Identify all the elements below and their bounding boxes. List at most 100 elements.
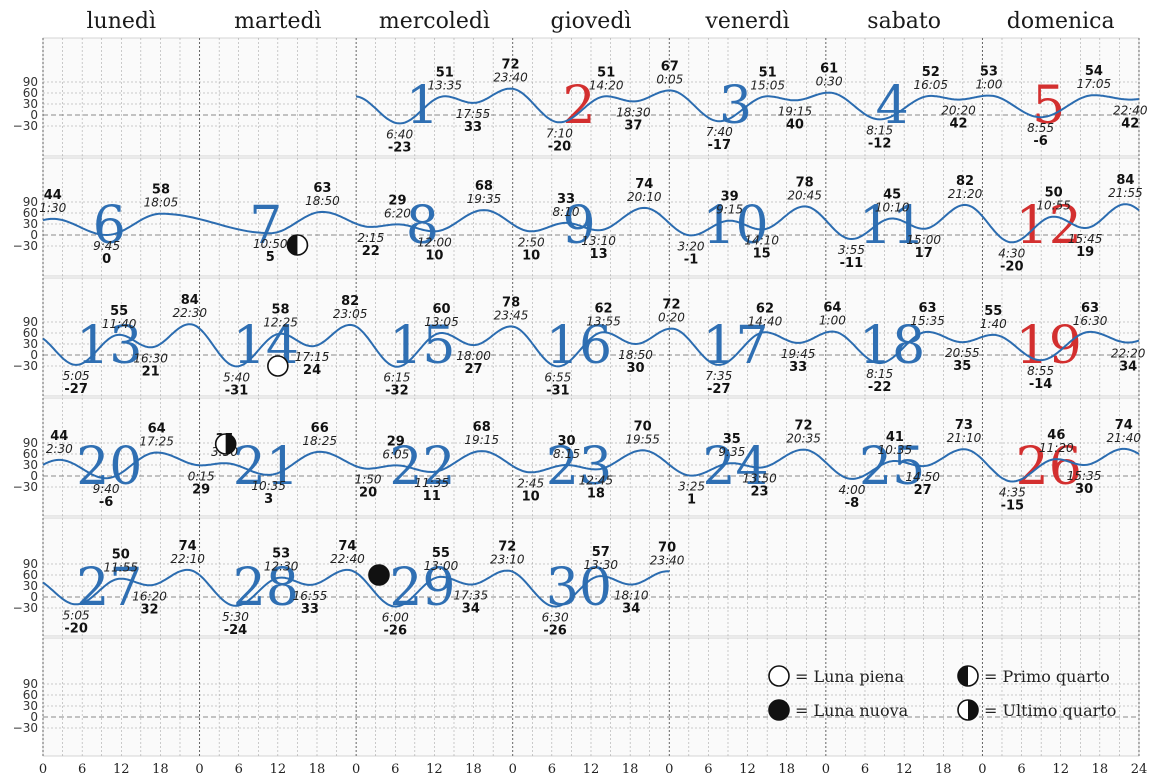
extreme-time-label: 14:20: [589, 78, 624, 92]
day-header-label: martedì: [234, 9, 321, 34]
x-tick-label: 18: [309, 762, 326, 777]
extreme-time-label: 17:15: [295, 350, 330, 364]
x-tick-label: 6: [704, 762, 712, 777]
extreme-value-label: -22: [868, 380, 892, 395]
day-header-label: lunedì: [87, 9, 157, 34]
extreme-time-label: 11:35: [414, 476, 449, 490]
extreme-value-label: 10: [522, 248, 540, 263]
extreme-value-label: 37: [624, 118, 642, 133]
extreme-value-label: 21: [142, 364, 160, 379]
extreme-time-label: 21:40: [1106, 431, 1141, 445]
extreme-time-label: 17:55: [456, 107, 491, 121]
extreme-time-label: 12:00: [417, 235, 452, 249]
extreme-value-label: 5: [266, 250, 275, 265]
x-tick-label: 18: [622, 762, 639, 777]
x-tick-label: 12: [1052, 762, 1069, 777]
extreme-time-label: 10:35: [878, 443, 913, 457]
extreme-time-label: 16:55: [293, 589, 328, 603]
x-tick-label: 18: [465, 762, 482, 777]
extreme-value-label: 32: [141, 602, 159, 617]
extreme-time-label: 21:20: [948, 187, 983, 201]
extreme-time-label: 15:45: [1068, 232, 1103, 246]
x-tick-label: 12: [113, 762, 130, 777]
extreme-value-label: -24: [224, 623, 248, 638]
new-moon-icon: [769, 700, 789, 720]
legend-label: = Ultimo quarto: [984, 701, 1116, 720]
extreme-time-label: 7:40: [706, 125, 733, 139]
moon-phase-first-icon: [287, 235, 307, 255]
extreme-value-label: -15: [1001, 499, 1025, 514]
extreme-value-label: -17: [708, 138, 732, 153]
extreme-time-label: 23:05: [333, 307, 368, 321]
extreme-value-label: 30: [627, 361, 645, 376]
extreme-value-label: -11: [840, 256, 864, 271]
extreme-time-label: 11:40: [102, 317, 137, 331]
extreme-value-label: -14: [1029, 377, 1053, 392]
extreme-value-label: 10: [425, 248, 443, 263]
extreme-time-label: 22:20: [1111, 347, 1146, 361]
extreme-time-label: 5:05: [63, 369, 90, 383]
x-tick-label: 6: [548, 762, 556, 777]
extreme-time-label: 16:30: [1073, 314, 1108, 328]
extreme-value-label: 18: [587, 486, 605, 501]
extreme-value-label: 34: [462, 602, 480, 617]
legend-label: = Luna piena: [795, 667, 904, 686]
extreme-value-label: 29: [192, 482, 210, 497]
x-tick-label: 18: [152, 762, 169, 777]
x-tick-label: 6: [235, 762, 243, 777]
extreme-time-label: 12:30: [264, 560, 299, 574]
extreme-time-label: 11:20: [1039, 441, 1074, 455]
extreme-time-label: 9:45: [93, 239, 120, 253]
extreme-value-label: -20: [1000, 259, 1024, 274]
moon-phase-new-icon: [369, 565, 389, 585]
extreme-time-label: 13:55: [586, 314, 621, 328]
full-moon-icon: [769, 666, 789, 686]
panel-backgrounds: [43, 38, 1139, 756]
extreme-time-label: 19:15: [464, 433, 499, 447]
extreme-time-label: 23:40: [650, 553, 685, 567]
extreme-time-label: 7:10: [546, 126, 573, 140]
extreme-time-label: 18:30: [616, 105, 651, 119]
extreme-time-label: 22:40: [1113, 104, 1148, 118]
extreme-time-label: 14:50: [905, 470, 940, 484]
extreme-time-label: 2:50: [518, 235, 545, 249]
day-header-label: venerdì: [704, 9, 789, 34]
extreme-value-label: 3: [264, 492, 273, 507]
extreme-time-label: 7:35: [705, 369, 732, 383]
x-tick-label: 0: [822, 762, 830, 777]
legend-full-icon: [769, 666, 789, 686]
extreme-time-label: 13:30: [583, 558, 618, 572]
y-tick-label: −30: [13, 480, 38, 494]
extreme-time-label: 16:30: [133, 351, 168, 365]
extreme-value-label: 17: [915, 246, 933, 261]
day-header-labels: lunedì martedì mercoledì giovedì venerdì saba…: [87, 9, 1115, 34]
extreme-time-label: 12:45: [579, 473, 614, 487]
extreme-time-label: 18:10: [614, 589, 649, 603]
extreme-time-label: 18:00: [456, 349, 491, 363]
extreme-value-label: -20: [548, 139, 572, 154]
extreme-time-label: 8:15: [866, 123, 893, 137]
x-tick-label: 6: [1017, 762, 1025, 777]
x-tick-label: 0: [352, 762, 360, 777]
extreme-value-label: 11: [423, 489, 441, 504]
extreme-time-label: 0:30: [816, 75, 843, 89]
extreme-time-label: 8:15: [866, 367, 893, 381]
x-tick-label: 12: [739, 762, 756, 777]
extreme-value-label: 42: [1121, 117, 1139, 132]
x-tick-label: 0: [978, 762, 986, 777]
legend-label: = Primo quarto: [984, 667, 1110, 686]
extreme-value-label: 33: [789, 360, 807, 375]
extreme-value-label: -20: [64, 621, 88, 636]
extreme-value-label: -32: [385, 384, 409, 399]
legend-first-icon: [958, 666, 978, 686]
x-tick-label: 12: [270, 762, 287, 777]
extreme-value-label: 42: [949, 117, 967, 132]
extreme-value-label: -23: [388, 140, 412, 155]
extreme-time-label: 1:00: [819, 314, 846, 328]
extreme-time-label: 13:35: [427, 78, 462, 92]
extreme-time-label: 6:55: [544, 370, 571, 384]
extreme-time-label: 6:30: [542, 611, 569, 625]
extreme-time-label: 23:45: [494, 308, 529, 322]
extreme-time-label: 10:50: [253, 237, 288, 251]
extreme-value-label: -27: [64, 382, 88, 397]
